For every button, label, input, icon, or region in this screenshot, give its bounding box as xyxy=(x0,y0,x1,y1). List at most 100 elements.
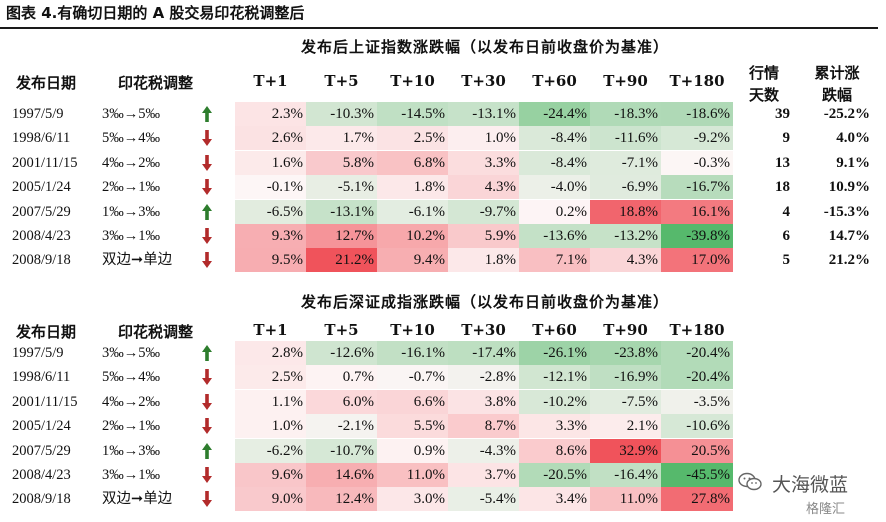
header-horizon: T+30 xyxy=(461,72,506,90)
return-cell: -45.5% xyxy=(661,463,733,487)
header-count-line1: 行情 xyxy=(748,64,779,82)
cumulative-change-cell: 10.9% xyxy=(828,179,870,196)
cumulative-change-cell: 14.7% xyxy=(828,228,870,244)
return-cell: 2.8% xyxy=(235,341,306,365)
arrow-up-icon xyxy=(202,106,212,122)
header-horizon: T+90 xyxy=(603,321,648,339)
return-cell: 3.7% xyxy=(448,463,519,487)
return-cell: -18.3% xyxy=(590,102,661,126)
date-cell: 2001/11/15 xyxy=(12,154,78,171)
return-cell: 0.9% xyxy=(377,438,448,463)
return-cell: -16.4% xyxy=(590,463,661,487)
return-cell: -4.3% xyxy=(448,438,519,463)
watermark-text: 大海微蓝 xyxy=(772,474,849,496)
return-cell: 17.0% xyxy=(661,248,733,273)
header-horizon: T+10 xyxy=(390,72,435,90)
return-cell: 2.1% xyxy=(590,414,661,439)
return-cell: -6.1% xyxy=(377,199,448,224)
header-tax: 印花税调整 xyxy=(118,323,194,341)
return-cell: 3.3% xyxy=(519,414,590,439)
cumulative-change-cell: -25.2% xyxy=(823,106,870,122)
return-cell: -13.6% xyxy=(519,224,590,248)
return-cell: 9.6% xyxy=(235,463,306,487)
return-cell: 32.9% xyxy=(590,438,661,463)
cumulative-change-cell: 4.0% xyxy=(836,130,870,147)
wechat-icon xyxy=(738,471,762,501)
return-cell: -8.4% xyxy=(519,126,590,151)
arrow-down-icon xyxy=(202,467,212,483)
return-cell: -8.4% xyxy=(519,150,590,175)
date-cell: 1997/5/9 xyxy=(12,345,64,361)
header-horizon: T+90 xyxy=(603,72,648,90)
return-cell: 2.5% xyxy=(235,365,306,390)
date-cell: 2005/1/24 xyxy=(12,179,71,196)
header-cum-line1: 累计涨 xyxy=(814,64,860,82)
tax-change-cell: 5‰→4‰ xyxy=(102,369,160,386)
return-cell: 12.4% xyxy=(306,487,377,512)
arrow-down-icon xyxy=(202,154,212,171)
return-cell: -18.6% xyxy=(661,102,733,126)
return-cell: 2.5% xyxy=(377,126,448,151)
date-cell: 2008/4/23 xyxy=(12,228,71,244)
tax-change-cell: 3‰→1‰ xyxy=(102,228,160,244)
table-row: 2005/1/24 2‰→1‰ 1.0% -2.1% 5.5% 8.7% 3.3% 2.1% -… xyxy=(0,414,886,439)
arrow-up-icon xyxy=(202,442,212,459)
header-horizon: T+10 xyxy=(390,321,435,339)
table-row: 1997/5/9 3‰→5‰ 2.8% -12.6% -16.1% -17.4% -26.1… xyxy=(0,341,886,365)
return-cell: -12.6% xyxy=(306,341,377,365)
return-cell: 1.8% xyxy=(448,248,519,273)
return-cell: 5.5% xyxy=(377,414,448,439)
return-cell: 6.0% xyxy=(306,389,377,414)
table-row: 2008/9/18 双边➞单边 9.5% 21.2% 9.4% 1.8% 7.1% 4.3% 1… xyxy=(0,248,886,273)
return-cell: 5.9% xyxy=(448,224,519,248)
tax-change-cell: 3‰→1‰ xyxy=(102,467,160,483)
watermark-sub: 格隆汇 xyxy=(806,502,846,517)
return-cell: 9.0% xyxy=(235,487,306,512)
table-row: 2007/5/29 1‰→3‰ -6.5% -13.1% -6.1% -9.7% 0.2% 1… xyxy=(0,199,886,224)
date-cell: 2005/1/24 xyxy=(12,418,71,435)
arrow-down-icon xyxy=(202,491,212,508)
return-cell: 4.3% xyxy=(448,175,519,200)
return-cell: 2.3% xyxy=(235,102,306,126)
tax-change-cell: 5‰→4‰ xyxy=(102,130,160,147)
date-cell: 2008/4/23 xyxy=(12,467,71,483)
header-tax: 印花税调整 xyxy=(118,74,194,92)
return-cell: 12.7% xyxy=(306,224,377,248)
title-divider xyxy=(0,27,878,29)
cumulative-change-cell: 21.2% xyxy=(828,252,870,269)
return-cell: -13.1% xyxy=(448,102,519,126)
return-cell: -4.0% xyxy=(519,175,590,200)
trading-days-cell: 9 xyxy=(782,130,791,147)
table-row: 2001/11/15 4‰→2‰ 1.1% 6.0% 6.6% 3.8% -10.2% -7.… xyxy=(0,389,886,414)
return-cell: 11.0% xyxy=(590,487,661,512)
arrow-down-icon xyxy=(202,418,212,435)
header-horizon: T+1 xyxy=(253,72,288,90)
return-cell: -16.9% xyxy=(590,365,661,390)
return-cell: 8.7% xyxy=(448,414,519,439)
date-cell: 1998/6/11 xyxy=(12,369,71,386)
table-row: 2008/9/18 双边➞单边 9.0% 12.4% 3.0% -5.4% 3.4% 11.0… xyxy=(0,487,886,512)
table-row: 1998/6/11 5‰→4‰ 2.5% 0.7% -0.7% -2.8% -12.1% -1… xyxy=(0,365,886,390)
arrow-down-icon xyxy=(202,252,212,269)
date-cell: 2007/5/29 xyxy=(12,203,71,220)
return-cell: 11.0% xyxy=(377,463,448,487)
return-cell: -11.6% xyxy=(590,126,661,151)
table-row: 1998/6/11 5‰→4‰ 2.6% 1.7% 2.5% 1.0% -8.4% -11.6… xyxy=(0,126,886,151)
table-row: 2001/11/15 4‰→2‰ 1.6% 5.8% 6.8% 3.3% -8.4% -7.1… xyxy=(0,150,886,175)
return-cell: -6.5% xyxy=(235,199,306,224)
return-cell: 10.2% xyxy=(377,224,448,248)
trading-days-cell: 13 xyxy=(775,154,790,171)
header-date: 发布日期 xyxy=(16,323,77,341)
return-cell: -16.1% xyxy=(377,341,448,365)
return-cell: -9.2% xyxy=(661,126,733,151)
return-cell: -23.8% xyxy=(590,341,661,365)
return-cell: -10.6% xyxy=(661,414,733,439)
date-cell: 2001/11/15 xyxy=(12,393,78,410)
return-cell: -20.4% xyxy=(661,365,733,390)
date-cell: 1997/5/9 xyxy=(12,106,64,122)
arrow-down-icon xyxy=(202,228,212,244)
tax-change-cell: 3‰→5‰ xyxy=(102,345,160,361)
return-cell: -3.5% xyxy=(661,389,733,414)
table-row: 2008/4/23 3‰→1‰ 9.6% 14.6% 11.0% 3.7% -20.5% -1… xyxy=(0,463,886,487)
return-cell: -7.5% xyxy=(590,389,661,414)
